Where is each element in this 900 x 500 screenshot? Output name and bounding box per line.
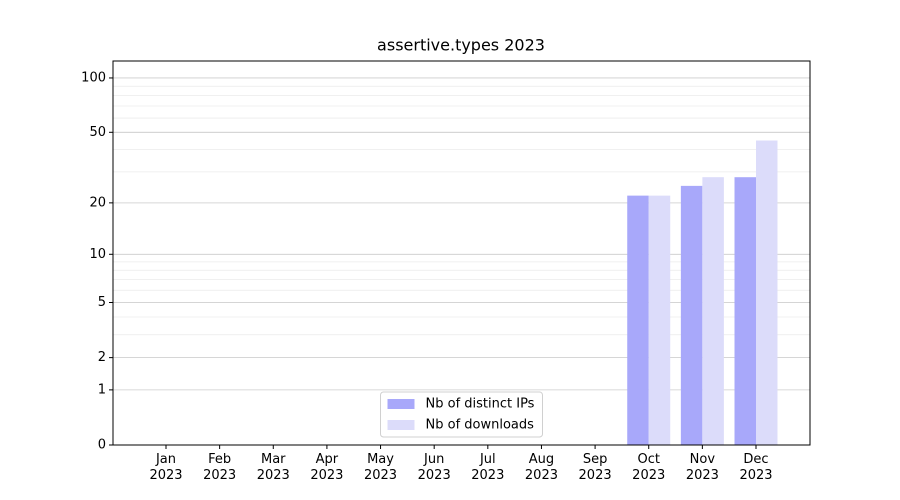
legend-box bbox=[380, 391, 543, 438]
legend-label: Nb of downloads bbox=[426, 418, 535, 433]
x-tick-label: Jul 2023 bbox=[471, 452, 505, 483]
bar bbox=[702, 177, 724, 445]
legend-swatch bbox=[387, 420, 415, 430]
x-tick-label: Sep 2023 bbox=[578, 452, 612, 483]
y-tick-label: 20 bbox=[89, 195, 106, 210]
x-tick-label: Apr 2023 bbox=[310, 452, 344, 483]
bar bbox=[756, 140, 778, 445]
y-tick-label: 50 bbox=[89, 125, 106, 140]
x-tick-label: Jun 2023 bbox=[417, 452, 451, 483]
y-tick-label: 1 bbox=[98, 382, 106, 397]
y-tick-label: 5 bbox=[98, 295, 106, 310]
bar bbox=[680, 185, 703, 445]
x-tick-label: Mar 2023 bbox=[256, 452, 290, 483]
x-tick-label: Oct 2023 bbox=[632, 452, 666, 483]
chart-title: assertive.types 2023 bbox=[377, 36, 545, 55]
bar bbox=[648, 195, 671, 445]
y-tick-label: 2 bbox=[98, 350, 106, 365]
legend-label: Nb of distinct IPs bbox=[426, 397, 535, 412]
legend-swatch bbox=[387, 399, 415, 409]
x-tick-label: May 2023 bbox=[363, 452, 398, 483]
bar bbox=[734, 177, 756, 445]
y-tick-label: 0 bbox=[98, 438, 106, 453]
y-tick-label: 100 bbox=[81, 70, 106, 85]
x-tick-label: Feb 2023 bbox=[203, 452, 237, 483]
y-tick-label: 10 bbox=[89, 247, 106, 262]
x-tick-label: Nov 2023 bbox=[685, 452, 719, 483]
bar bbox=[627, 195, 649, 445]
plot-frame bbox=[112, 60, 811, 446]
x-tick-label: Dec 2023 bbox=[739, 452, 773, 483]
x-tick-label: Jan 2023 bbox=[149, 452, 183, 483]
x-tick-label: Aug 2023 bbox=[524, 452, 558, 483]
